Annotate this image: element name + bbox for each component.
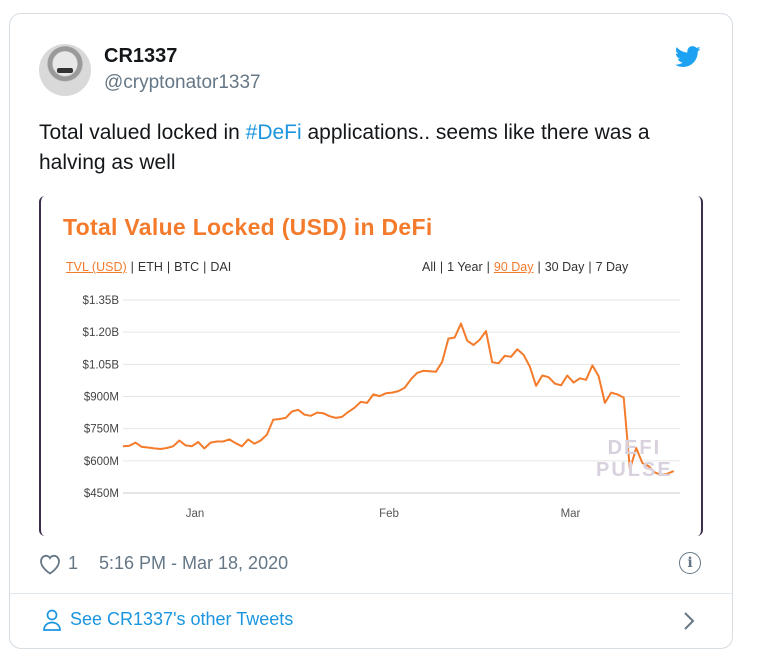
tab-separator: | <box>130 260 134 274</box>
user-handle[interactable]: @cryptonator1337 <box>104 72 261 93</box>
tab-separator: | <box>439 260 444 274</box>
tab-separator: | <box>588 260 592 274</box>
tab-all[interactable]: All <box>422 260 436 274</box>
y-tick-label: $600M <box>84 456 119 468</box>
watermark-line-1: DEFI <box>607 437 662 459</box>
footer-divider <box>10 593 732 594</box>
metric-tabs: TVL (USD) | ETH | BTC | DAI <box>66 260 231 274</box>
tvl-line-chart: $1.35B $1.20B $1.05B $900M $750M $600M $450M Ja… <box>83 295 680 520</box>
x-tick-label: Jan <box>186 508 205 520</box>
twitter-bird-icon[interactable] <box>675 46 701 68</box>
x-tick-label: Feb <box>379 508 399 520</box>
tweet-text: Total valued locked in #DeFi application… <box>39 118 709 178</box>
x-tick-label: Mar <box>561 508 581 520</box>
tab-separator: | <box>486 260 490 274</box>
y-tick-label: $1.35B <box>83 295 120 307</box>
tweet-text-after: applications.. seems like there was a ha… <box>39 121 650 174</box>
heart-icon[interactable] <box>38 553 62 575</box>
see-other-tweets-link[interactable]: See CR1337's other Tweets <box>70 609 294 629</box>
tab-7-day[interactable]: 7 Day <box>595 260 629 274</box>
y-tick-label: $450M <box>84 488 119 500</box>
tab-30-day[interactable]: 30 Day <box>544 260 585 274</box>
tvl-series-line <box>122 322 675 476</box>
tab-eth[interactable]: ETH <box>137 260 163 274</box>
person-icon <box>43 609 61 631</box>
tab-btc[interactable]: BTC <box>174 260 200 274</box>
tweet-text-before: Total valued locked in <box>39 121 246 144</box>
range-tabs: All | 1 Year | 90 Day | 30 Day | 7 Day <box>422 260 628 274</box>
y-tick-label: $900M <box>84 392 119 404</box>
tab-separator: | <box>537 260 541 274</box>
user-name[interactable]: CR1337 <box>104 45 178 67</box>
like-count[interactable]: 1 <box>68 553 79 573</box>
watermark-line-2: PULSE <box>596 459 673 481</box>
avatar[interactable] <box>39 44 91 96</box>
hashtag-link[interactable]: #DeFi <box>245 121 302 144</box>
chart-title: Total Value Locked (USD) in DeFi <box>63 214 433 240</box>
chevron-right-icon[interactable] <box>683 611 695 631</box>
defi-pulse-watermark: DEFI PULSE <box>596 437 673 481</box>
info-icon[interactable]: i <box>679 552 701 574</box>
tab-1-year[interactable]: 1 Year <box>447 260 483 274</box>
tab-tvl-usd[interactable]: TVL (USD) <box>66 260 127 274</box>
tab-90-day[interactable]: 90 Day <box>493 260 534 274</box>
y-tick-label: $1.05B <box>83 359 120 371</box>
tab-separator: | <box>166 260 171 274</box>
y-tick-label: $1.20B <box>83 327 120 339</box>
tweet-timestamp[interactable]: 5:16 PM - Mar 18, 2020 <box>99 553 289 573</box>
tab-separator: | <box>203 260 207 274</box>
tab-dai[interactable]: DAI <box>210 260 232 274</box>
y-tick-label: $750M <box>84 424 119 436</box>
